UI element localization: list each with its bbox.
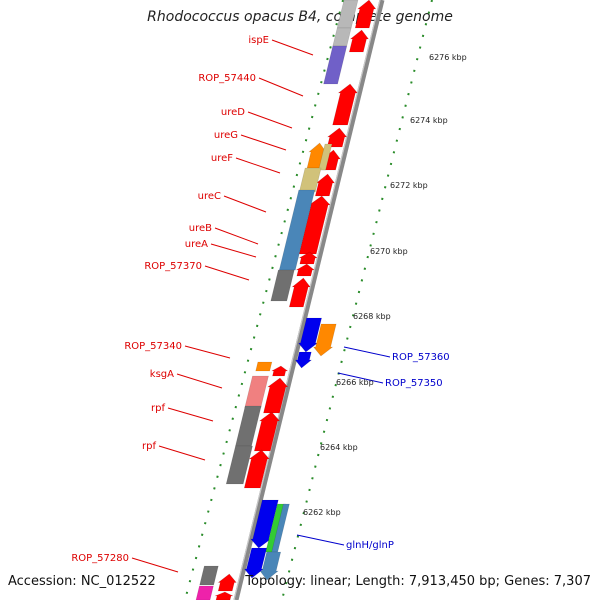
- tick-label: 6274 kbp: [410, 116, 448, 125]
- gene-block[interactable]: [318, 143, 333, 171]
- gene-features: [195, 0, 377, 600]
- tick-label: 6270 kbp: [370, 247, 408, 256]
- gene-arrow[interactable]: [271, 365, 289, 377]
- gene-label-ureg[interactable]: ureG: [214, 130, 238, 141]
- gene-label-ureb[interactable]: ureB: [189, 223, 212, 234]
- label-leader-line: [271, 39, 314, 56]
- gene-label-urea[interactable]: ureA: [185, 239, 208, 250]
- gene-arrow-reverse[interactable]: [259, 551, 282, 581]
- gene-block[interactable]: [323, 45, 348, 85]
- tick-label: 6272 kbp: [390, 181, 428, 190]
- gene-label-rop-57440[interactable]: ROP_57440: [198, 73, 256, 84]
- right-gene-labels: ROP_57360 ROP_57350 glnH/glnP: [346, 352, 450, 551]
- label-leader-line: [204, 265, 250, 281]
- gene-arrow-reverse[interactable]: [294, 351, 313, 369]
- gene-label-rop-57340[interactable]: ROP_57340: [124, 341, 182, 352]
- gene-label-uref[interactable]: ureF: [211, 153, 233, 164]
- label-leader-line: [240, 134, 287, 151]
- gene-label-urec[interactable]: ureC: [198, 191, 221, 202]
- gene-label-rpf-1[interactable]: rpf: [151, 403, 165, 414]
- gene-arrow[interactable]: [217, 573, 237, 592]
- label-leader-line: [258, 77, 304, 97]
- gene-label-glnh-glnp[interactable]: glnH/glnP: [346, 540, 394, 551]
- gene-label-rpf-2[interactable]: rpf: [142, 441, 156, 452]
- genome-axis-highlight: [233, 0, 381, 600]
- gene-arrow-reverse[interactable]: [250, 499, 279, 549]
- gene-block[interactable]: [336, 0, 359, 29]
- label-leader-line: [210, 243, 257, 258]
- label-leader-line: [223, 195, 267, 213]
- label-leader-line: [167, 407, 214, 422]
- label-leader-line: [235, 157, 281, 174]
- label-leader-line: [337, 372, 384, 384]
- genome-summary-text: Topology: linear; Length: 7,913,450 bp; …: [245, 574, 591, 589]
- label-leader-line: [176, 373, 223, 389]
- gene-block[interactable]: [278, 189, 316, 271]
- gene-label-rop-57350[interactable]: ROP_57350: [385, 378, 443, 389]
- gene-block[interactable]: [225, 445, 253, 485]
- tick-label: 6264 kbp: [320, 443, 358, 452]
- gene-block[interactable]: [199, 565, 219, 586]
- gene-arrow-reverse[interactable]: [243, 547, 268, 579]
- label-leader-line: [214, 227, 259, 245]
- gene-label-ispe[interactable]: ispE: [248, 35, 269, 46]
- left-scale-track: [184, 0, 344, 600]
- gene-arrow[interactable]: [326, 127, 348, 148]
- gene-block[interactable]: [270, 269, 295, 302]
- gene-block[interactable]: [255, 361, 273, 372]
- tick-label: 6268 kbp: [353, 312, 391, 321]
- gene-block[interactable]: [332, 27, 352, 47]
- gene-arrow[interactable]: [348, 29, 370, 53]
- left-gene-labels: ispE ROP_57440 ureD ureG ureF ureC ureB …: [71, 35, 269, 564]
- gene-block[interactable]: [244, 375, 269, 409]
- tick-label: 6266 kbp: [336, 378, 374, 387]
- gene-arrow[interactable]: [354, 0, 377, 29]
- label-leader-line: [131, 557, 179, 573]
- gene-arrow-reverse[interactable]: [297, 317, 322, 353]
- tick-label: 6262 kbp: [303, 508, 341, 517]
- gene-label-rop-57360[interactable]: ROP_57360: [392, 352, 450, 363]
- gene-arrow[interactable]: [214, 591, 234, 600]
- gene-label-ksga[interactable]: ksgA: [150, 369, 174, 380]
- label-leader-line: [158, 445, 206, 461]
- gene-arrow[interactable]: [243, 449, 270, 489]
- gene-arrow[interactable]: [332, 83, 359, 126]
- gene-label-rop-57370[interactable]: ROP_57370: [144, 261, 202, 272]
- gene-label-ured[interactable]: ureD: [221, 107, 245, 118]
- gene-arrow-reverse[interactable]: [312, 323, 337, 357]
- gene-block[interactable]: [298, 167, 322, 193]
- gene-arrow[interactable]: [288, 277, 311, 308]
- tick-label: 6276 kbp: [429, 53, 467, 62]
- gene-label-rop-57280[interactable]: ROP_57280: [71, 553, 129, 564]
- label-leader-line: [247, 111, 293, 129]
- scale-ticks: 6276 kbp 6274 kbp 6272 kbp 6270 kbp 6268…: [303, 53, 467, 517]
- label-leader-line: [343, 346, 391, 358]
- gene-block[interactable]: [195, 585, 214, 600]
- label-leader-lines: [131, 39, 391, 573]
- label-leader-line: [184, 345, 231, 359]
- gene-arrow[interactable]: [295, 263, 316, 277]
- label-leader-line: [296, 534, 345, 546]
- accession-text: Accession: NC_012522: [8, 574, 156, 589]
- genome-axis: [233, 0, 385, 600]
